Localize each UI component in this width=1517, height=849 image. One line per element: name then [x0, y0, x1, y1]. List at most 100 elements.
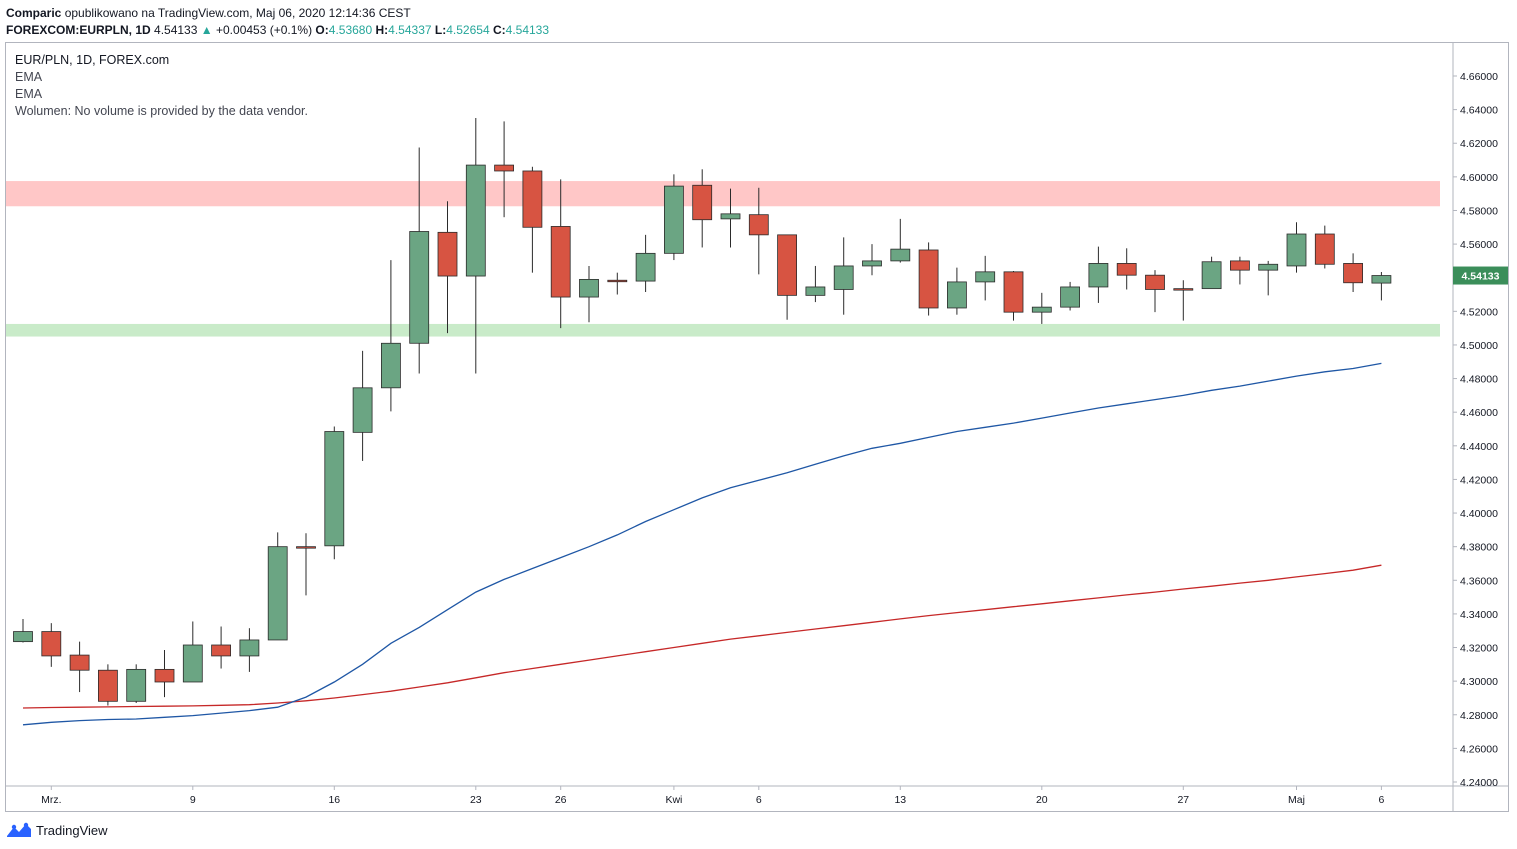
- candle[interactable]: [380, 260, 401, 412]
- x-tick-label: 6: [756, 794, 762, 806]
- candle[interactable]: [635, 234, 656, 293]
- candle[interactable]: [154, 650, 175, 698]
- candle[interactable]: [1258, 260, 1279, 296]
- candle[interactable]: [409, 147, 430, 374]
- high-value: 4.54337: [388, 23, 432, 37]
- candle[interactable]: [352, 350, 373, 461]
- candle[interactable]: [1088, 246, 1109, 303]
- y-tick-label: 4.56000: [1460, 239, 1498, 251]
- legend-ema-fast[interactable]: EMA: [15, 70, 43, 84]
- candle-body: [465, 164, 486, 277]
- support-zone[interactable]: [6, 323, 1440, 337]
- candle[interactable]: [607, 272, 628, 295]
- x-tick-label: 23: [470, 794, 482, 806]
- legend-title[interactable]: EUR/PLN, 1D, FOREX.com: [15, 53, 170, 67]
- candle[interactable]: [437, 201, 458, 334]
- candle[interactable]: [41, 623, 62, 667]
- y-tick-label: 4.60000: [1460, 172, 1498, 184]
- candle[interactable]: [267, 532, 288, 641]
- price-change: +0.00453 (+0.1%): [216, 23, 313, 37]
- footer-brand[interactable]: TradingView: [36, 822, 108, 838]
- low-value: 4.52654: [446, 23, 490, 37]
- candle[interactable]: [1343, 253, 1363, 293]
- y-tick-label: 4.40000: [1460, 508, 1498, 520]
- candle[interactable]: [1230, 256, 1250, 285]
- candle[interactable]: [69, 641, 90, 693]
- symbol-name: FOREXCOM:EURPLN, 1D: [6, 23, 151, 37]
- candle[interactable]: [720, 188, 741, 248]
- x-tick-label: 16: [328, 794, 340, 806]
- candle[interactable]: [126, 664, 147, 703]
- candle-body: [777, 234, 797, 296]
- y-tick-label: 4.48000: [1460, 374, 1498, 386]
- candle[interactable]: [98, 664, 118, 706]
- y-tick-label: 4.28000: [1460, 710, 1498, 722]
- candle-body: [579, 278, 599, 298]
- candle[interactable]: [947, 267, 967, 315]
- candle-body: [69, 654, 90, 671]
- y-tick-label: 4.32000: [1460, 643, 1498, 655]
- candle-body: [1145, 274, 1165, 290]
- candle[interactable]: [182, 621, 203, 683]
- candle-body: [352, 387, 373, 433]
- ema-fast-line[interactable]: [22, 362, 1382, 726]
- candle[interactable]: [890, 218, 911, 263]
- footer: TradingView: [6, 820, 108, 840]
- candle[interactable]: [324, 426, 345, 560]
- candle[interactable]: [550, 179, 571, 329]
- candle-body: [1314, 233, 1335, 265]
- candle[interactable]: [664, 174, 684, 261]
- candle[interactable]: [1116, 248, 1137, 290]
- candle[interactable]: [296, 533, 316, 596]
- candle[interactable]: [805, 265, 826, 303]
- candle[interactable]: [522, 166, 543, 273]
- x-tick-label: 27: [1177, 794, 1189, 806]
- legend-volume[interactable]: Wolumen: No volume is provided by the da…: [15, 104, 308, 118]
- candle[interactable]: [1173, 280, 1194, 321]
- y-tick-label: 4.36000: [1460, 575, 1498, 587]
- candle[interactable]: [833, 237, 854, 315]
- resistance-zone[interactable]: [6, 181, 1440, 207]
- candle[interactable]: [748, 187, 769, 275]
- candle[interactable]: [862, 244, 882, 276]
- candle[interactable]: [13, 618, 33, 643]
- publish-text: opublikowano na TradingView.com, Maj 06,…: [64, 6, 411, 20]
- candle[interactable]: [777, 234, 797, 320]
- candle[interactable]: [494, 121, 515, 218]
- author-name: Comparic: [6, 6, 62, 20]
- candle-body: [720, 213, 741, 220]
- ema-slow-line[interactable]: [22, 564, 1382, 709]
- legend-ema-slow[interactable]: EMA: [15, 87, 43, 101]
- candle-body: [1088, 263, 1109, 288]
- candle[interactable]: [465, 118, 486, 374]
- candle-body: [1116, 263, 1137, 276]
- candle-body: [550, 226, 571, 298]
- y-tick-label: 4.34000: [1460, 609, 1498, 621]
- candle[interactable]: [1145, 270, 1165, 313]
- candle[interactable]: [1060, 281, 1080, 311]
- candle[interactable]: [579, 265, 599, 323]
- candle-body: [182, 644, 203, 683]
- candle-body: [607, 279, 628, 283]
- y-tick-label: 4.64000: [1460, 105, 1498, 117]
- candle[interactable]: [1003, 270, 1024, 321]
- candle-body: [211, 644, 232, 657]
- candle[interactable]: [1286, 222, 1307, 273]
- candle[interactable]: [1314, 225, 1335, 269]
- y-tick-label: 4.66000: [1460, 71, 1498, 83]
- candle[interactable]: [239, 628, 260, 672]
- candle[interactable]: [918, 242, 939, 316]
- candle[interactable]: [1371, 271, 1392, 301]
- change-arrow-icon: ▲: [200, 23, 213, 37]
- chart-frame: [5, 42, 1509, 812]
- candle[interactable]: [1201, 256, 1222, 290]
- candle-body: [324, 431, 345, 547]
- candle[interactable]: [211, 626, 232, 669]
- x-tick-label: 20: [1036, 794, 1048, 806]
- candle[interactable]: [1031, 292, 1052, 324]
- candle[interactable]: [692, 169, 713, 248]
- candle-body: [692, 184, 713, 221]
- candle[interactable]: [975, 255, 996, 301]
- close-value: 4.54133: [505, 23, 550, 37]
